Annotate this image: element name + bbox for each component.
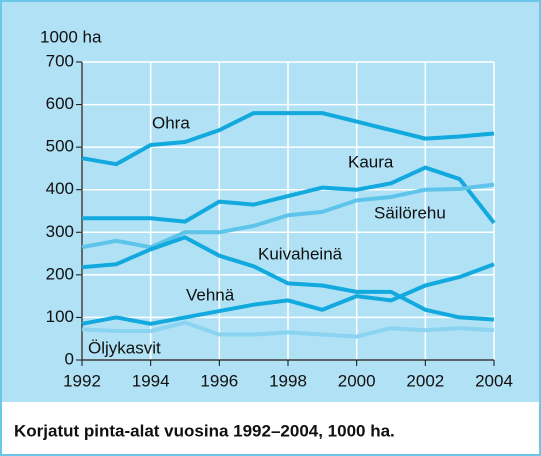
- y-tick-label: 500: [46, 137, 74, 156]
- y-tick-label: 700: [46, 51, 74, 70]
- x-tick-label: 1998: [269, 371, 307, 390]
- x-tick-label: 1992: [63, 371, 101, 390]
- series-line: [81, 111, 495, 167]
- x-tick-label: 2000: [338, 371, 376, 390]
- x-tick-label: 2004: [475, 371, 513, 390]
- series-label: Säilörehu: [374, 203, 446, 222]
- series-label: Vehnä: [186, 285, 235, 304]
- y-tick-label: 600: [46, 94, 74, 113]
- x-tick-label: 1996: [200, 371, 238, 390]
- series-line: [82, 165, 496, 225]
- y-tick-label: 0: [65, 349, 74, 368]
- y-tick-label: 400: [46, 179, 74, 198]
- series-label: Kaura: [348, 152, 394, 171]
- series-line: [81, 320, 495, 339]
- y-tick-label: 100: [46, 307, 74, 326]
- x-tick-label: 1994: [132, 371, 170, 390]
- x-tick-label: 2002: [406, 371, 444, 390]
- series-line: [81, 182, 495, 250]
- series-label: Ohra: [152, 113, 190, 132]
- series-label: Öljykasvit: [88, 338, 161, 357]
- chart-title: Korjatut pinta-alat vuosina 1992–2004, 1…: [14, 421, 395, 440]
- series-line: [81, 235, 495, 322]
- y-tick-label: 200: [46, 264, 74, 283]
- series-line: [81, 262, 495, 326]
- y-axis-label: 1000 ha: [40, 27, 102, 46]
- y-tick-label: 300: [46, 222, 74, 241]
- series-label: Kuivaheinä: [258, 244, 343, 263]
